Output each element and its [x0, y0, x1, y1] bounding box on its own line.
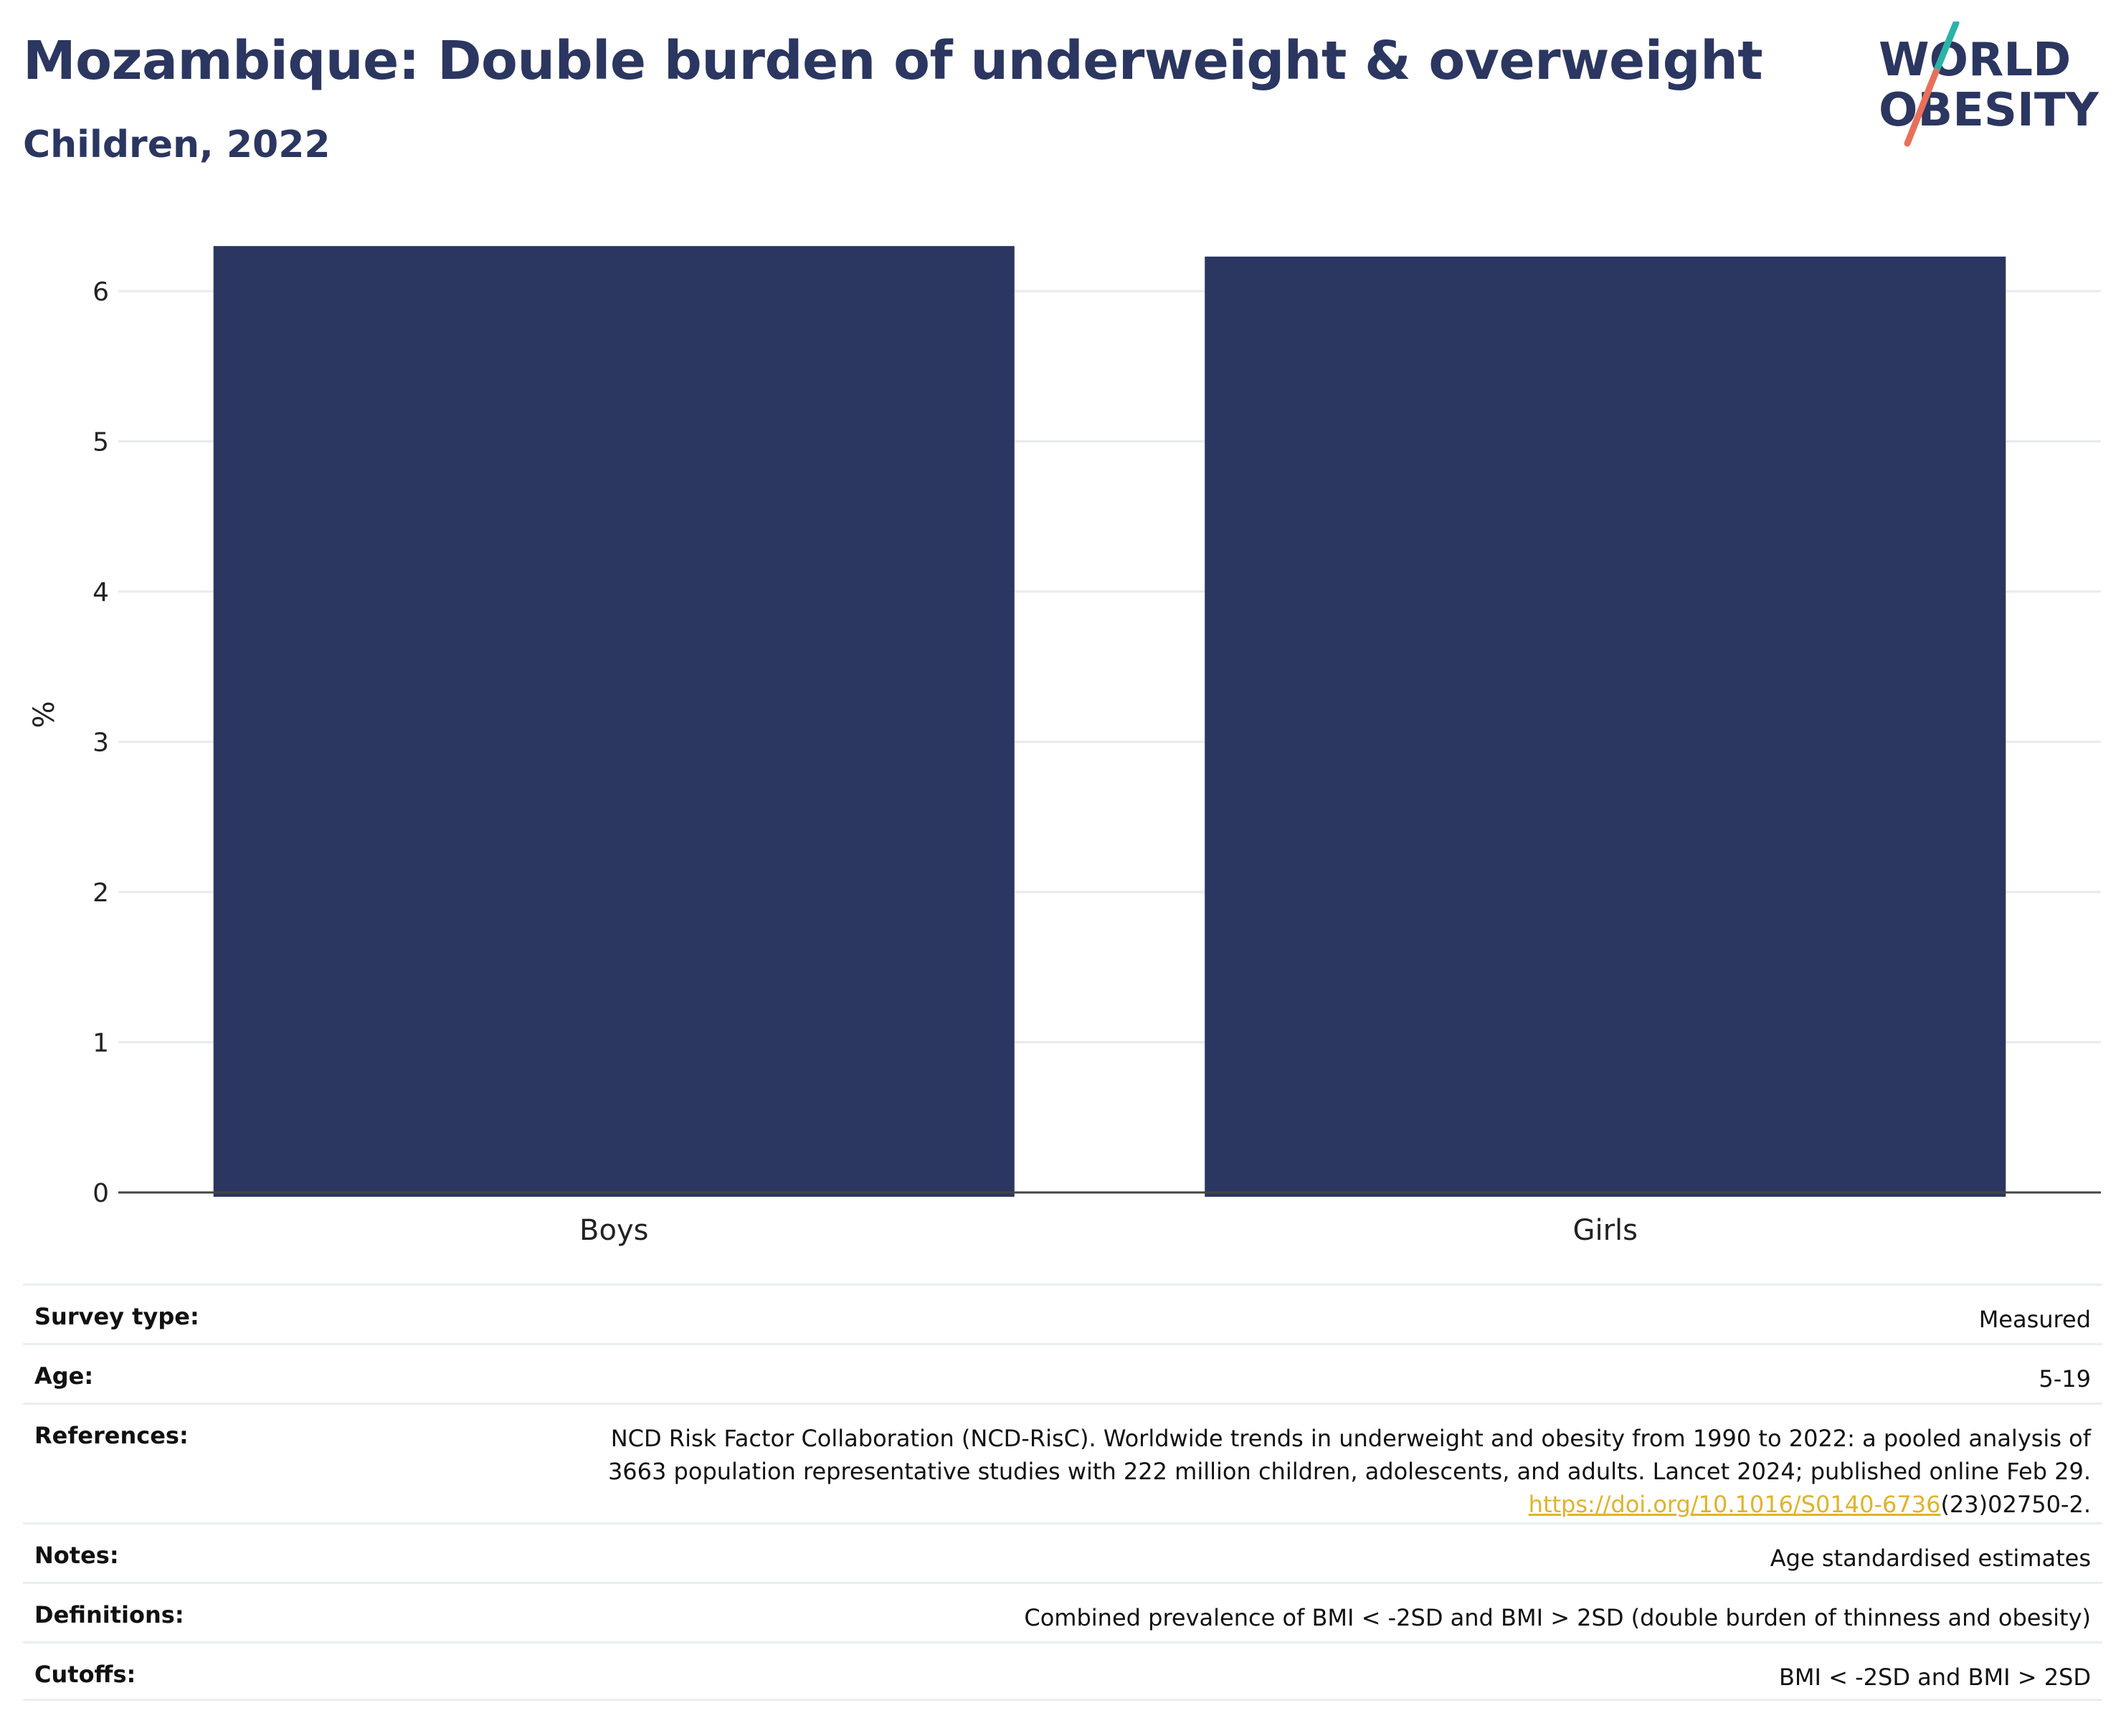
cutoffs-label: Cutoffs:	[34, 1661, 136, 1688]
cutoffs-value: BMI < -2SD and BMI > 2SD	[1778, 1664, 2091, 1691]
age-label: Age:	[34, 1362, 94, 1390]
x-category-label: Girls	[1572, 1214, 1638, 1247]
y-tick-label: 6	[92, 278, 109, 307]
survey-type-row: Survey type: Measured	[23, 1284, 2102, 1343]
logo-slash-top	[1932, 22, 1960, 75]
bar-boys	[213, 246, 1015, 1197]
cutoffs-row: Cutoffs: BMI < -2SD and BMI > 2SD	[23, 1641, 2102, 1701]
logo-slash-bottom	[1904, 68, 1940, 147]
chart-subtitle: Children, 2022	[23, 123, 331, 166]
chart-title: Mozambique: Double burden of underweight…	[23, 30, 1763, 92]
references-line2: 3663 population representative studies w…	[607, 1458, 2091, 1485]
definitions-label: Definitions:	[34, 1601, 184, 1628]
references-line1: NCD Risk Factor Collaboration (NCD-RisC)…	[610, 1425, 2091, 1452]
definitions-value: Combined prevalence of BMI < -2SD and BM…	[1024, 1604, 2091, 1631]
references-doi-link[interactable]: https://doi.org/10.1016/S0140-6736	[1528, 1491, 1941, 1518]
y-axis-label: %	[28, 701, 61, 728]
references-label: References:	[34, 1422, 189, 1449]
y-ticks: 0 1 2 3 4 5 6	[92, 278, 109, 1208]
x-categories: Boys Girls	[579, 1214, 1638, 1247]
y-tick-label: 1	[92, 1029, 109, 1058]
y-tick-label: 2	[92, 878, 109, 908]
y-tick-label: 3	[92, 729, 109, 758]
survey-type-label: Survey type:	[34, 1303, 199, 1330]
age-row: Age: 5-19	[23, 1343, 2102, 1403]
logo-line1: WORLD	[1879, 34, 2071, 87]
bar-girls	[1205, 256, 2006, 1197]
metadata-table: Survey type: Measured Age: 5-19 Referenc…	[23, 1284, 2102, 1701]
definitions-row: Definitions: Combined prevalence of BMI …	[23, 1582, 2102, 1641]
age-value: 5-19	[2039, 1365, 2091, 1393]
x-category-label: Boys	[579, 1214, 648, 1247]
world-obesity-logo: WORLD OBESITY	[1879, 22, 2099, 147]
bars	[213, 246, 2006, 1197]
references-value: NCD Risk Factor Collaboration (NCD-RisC)…	[608, 1422, 2091, 1521]
survey-type-value: Measured	[1978, 1306, 2091, 1333]
y-tick-label: 5	[92, 428, 109, 457]
notes-label: Notes:	[34, 1542, 119, 1569]
references-row: References: NCD Risk Factor Collaboratio…	[23, 1403, 2102, 1522]
references-suffix: (23)02750-2.	[1940, 1491, 2091, 1518]
notes-value: Age standardised estimates	[1770, 1545, 2091, 1572]
y-tick-label: 0	[92, 1179, 109, 1208]
y-tick-label: 4	[92, 578, 109, 607]
bar-chart: 0 1 2 3 4 5 6 Boys Girls %	[28, 246, 2101, 1247]
notes-row: Notes: Age standardised estimates	[23, 1522, 2102, 1582]
